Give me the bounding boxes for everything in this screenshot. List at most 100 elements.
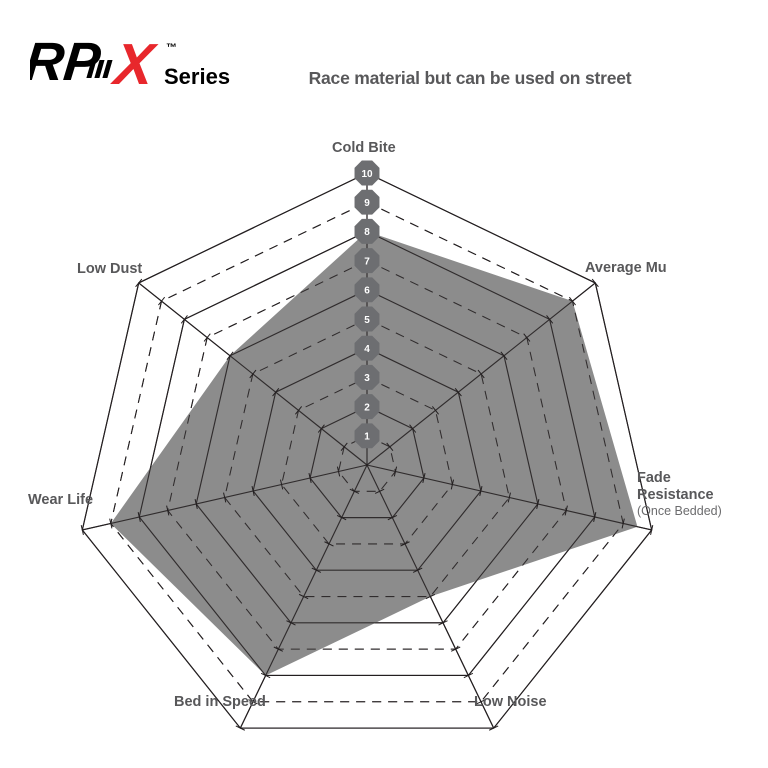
scale-badge-label-1: 1 bbox=[364, 432, 370, 443]
radar-tick-1-4 bbox=[454, 387, 462, 397]
radar-series-area bbox=[110, 231, 638, 676]
radar-tick-2-9 bbox=[621, 518, 625, 529]
rpx-series-logo: RP X ™ Series bbox=[30, 34, 280, 96]
scale-badge-10 bbox=[354, 160, 380, 186]
radar-tick-4-3 bbox=[324, 541, 334, 547]
radar-tick-5-9 bbox=[109, 518, 113, 529]
radar-tick-2-4 bbox=[479, 486, 483, 496]
radar-tick-1-8 bbox=[546, 315, 554, 324]
radar-tick-3-10 bbox=[488, 725, 499, 731]
axis-label-low-noise: Low Noise bbox=[474, 694, 547, 710]
scale-badge-8 bbox=[354, 218, 380, 244]
radar-tick-5-3 bbox=[279, 479, 284, 490]
radar-ring-overlay-3 bbox=[281, 376, 453, 545]
fade-line-3: (Once Bedded) bbox=[637, 504, 722, 519]
radar-tick-4-8 bbox=[260, 672, 271, 679]
radar-tick-4-4 bbox=[311, 567, 322, 573]
radar-tick-2-6 bbox=[536, 498, 540, 509]
axis-label-average-mu: Average Mu bbox=[585, 260, 667, 276]
radar-tick-5-4 bbox=[251, 486, 255, 496]
radar-tick-6-2 bbox=[317, 424, 325, 433]
scale-badge-5 bbox=[354, 306, 380, 332]
radar-tick-1-3 bbox=[431, 406, 440, 415]
scale-badge-label-6: 6 bbox=[364, 286, 370, 297]
page-headline: Race material but can be used on street bbox=[308, 68, 632, 88]
radar-ring-overlay-6 bbox=[195, 289, 539, 624]
scale-badge-7 bbox=[354, 248, 380, 274]
trademark-symbol: ™ bbox=[166, 42, 177, 54]
logo-series-word: Series bbox=[164, 64, 230, 89]
radar-tick-5-10 bbox=[80, 524, 84, 535]
scale-badge-label-8: 8 bbox=[364, 227, 370, 238]
fade-line-1: Fade bbox=[637, 470, 671, 486]
radar-tick-6-8 bbox=[180, 315, 188, 324]
speed-bars-icon bbox=[86, 60, 113, 78]
radar-tick-5-8 bbox=[137, 511, 141, 522]
radar-ring-overlay-2 bbox=[309, 405, 425, 519]
scale-badge-label-5: 5 bbox=[364, 315, 370, 326]
radar-ring-overlay-8 bbox=[138, 230, 596, 677]
radar-tick-6-9 bbox=[158, 296, 166, 306]
radar-tick-3-1 bbox=[374, 488, 385, 494]
scale-badge-label-10: 10 bbox=[361, 169, 373, 180]
scale-badge-label-4: 4 bbox=[364, 344, 370, 355]
axis-label-cold-bite: Cold Bite bbox=[332, 140, 396, 156]
radar-tick-3-7 bbox=[450, 646, 461, 652]
radar-tick-5-6 bbox=[194, 498, 198, 509]
axis-label-wear-life: Wear Life bbox=[28, 492, 94, 508]
logo-svg: RP X ™ Series bbox=[30, 34, 230, 96]
radar-series-polygon bbox=[110, 231, 638, 676]
radar-tick-1-1 bbox=[386, 442, 394, 452]
radar-tick-4-2 bbox=[336, 514, 347, 521]
radar-tick-3-6 bbox=[438, 620, 448, 626]
radar-tick-1-6 bbox=[500, 351, 508, 360]
radar-tick-1-10 bbox=[591, 278, 599, 288]
fade-line-2: Resistance bbox=[637, 487, 714, 504]
radar-tick-3-3 bbox=[400, 541, 410, 547]
radar-tick-1-7 bbox=[523, 333, 531, 342]
radar-tick-2-1 bbox=[393, 466, 398, 477]
radar-tick-6-6 bbox=[226, 351, 234, 360]
radar-tick-4-9 bbox=[248, 699, 258, 705]
radar-tick-6-3 bbox=[294, 406, 303, 415]
radar-tick-2-8 bbox=[593, 511, 597, 522]
radar-tick-5-7 bbox=[166, 505, 170, 516]
axis-label-bed-in-speed: Bed in Speed bbox=[174, 694, 266, 710]
radar-tick-5-5 bbox=[223, 492, 227, 503]
scale-badge-label-9: 9 bbox=[364, 198, 370, 209]
radar-tick-3-2 bbox=[387, 514, 398, 521]
radar-tick-1-5 bbox=[477, 369, 485, 379]
scale-badge-2 bbox=[354, 394, 380, 420]
scale-badge-1 bbox=[354, 423, 380, 449]
radar-scale-badges: 1 2 3 4 5 6 7 8 9 10 bbox=[354, 160, 380, 449]
scale-badge-9 bbox=[354, 189, 380, 215]
radar-tick-4-7 bbox=[273, 646, 284, 652]
axis-label-fade-resistance: Fade Resistance (Once Bedded) bbox=[637, 470, 722, 519]
radar-tick-2-10 bbox=[650, 524, 654, 535]
radar-tick-2-3 bbox=[450, 479, 455, 490]
radar-tick-4-1 bbox=[349, 488, 360, 494]
radar-tick-5-1 bbox=[336, 466, 341, 477]
radar-tick-1-9 bbox=[568, 296, 576, 306]
radar-ring-overlay-4 bbox=[252, 347, 482, 571]
page-header: RP X ™ Series Race material but can be u… bbox=[0, 0, 768, 118]
axis-label-low-dust: Low Dust bbox=[77, 261, 143, 277]
radar-tick-2-5 bbox=[507, 492, 511, 503]
scale-badge-label-3: 3 bbox=[364, 373, 370, 384]
radar-ring-overlay-9 bbox=[110, 201, 624, 703]
scale-badge-6 bbox=[354, 277, 380, 303]
radar-tick-4-6 bbox=[286, 620, 296, 626]
radar-tick-6-10 bbox=[135, 278, 143, 288]
radar-ring-overlay-10 bbox=[81, 172, 653, 729]
radar-tick-6-4 bbox=[272, 387, 280, 397]
radar-tick-1-2 bbox=[409, 424, 417, 433]
radar-tick-5-2 bbox=[308, 473, 312, 483]
scale-badge-4 bbox=[354, 335, 380, 361]
radar-tick-6-1 bbox=[340, 442, 348, 452]
radar-tick-3-4 bbox=[412, 567, 423, 573]
radar-axis-ticks bbox=[80, 278, 654, 731]
radar-tick-3-8 bbox=[463, 672, 474, 679]
